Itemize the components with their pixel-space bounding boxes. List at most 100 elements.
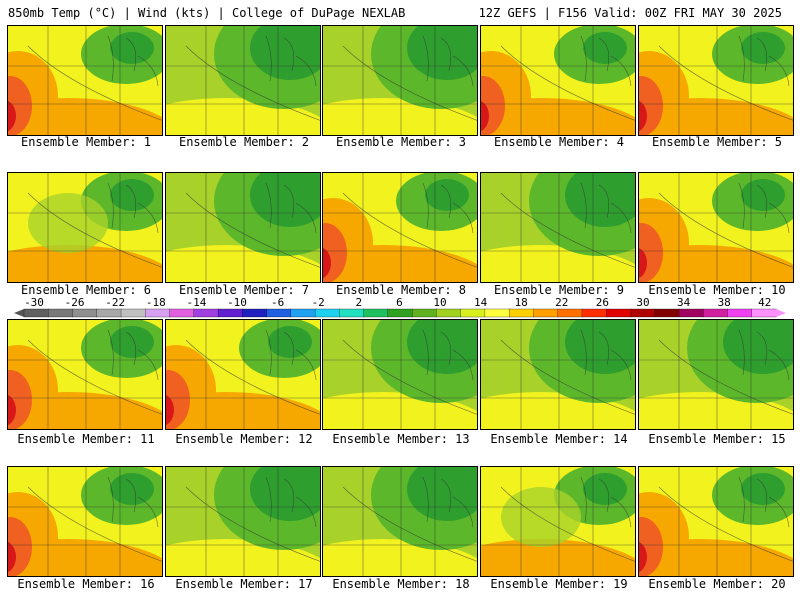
colorbar-swatch: [72, 308, 98, 318]
ensemble-member-label: Ensemble Member: 15: [648, 432, 786, 446]
ensemble-map-panel: [638, 172, 794, 283]
colorbar-tick-label: 34: [676, 296, 691, 309]
colorbar-swatch: [678, 308, 704, 318]
colorbar-swatch: [48, 308, 74, 318]
ensemble-map-panel: [322, 466, 478, 577]
colorbar-tick-label: 10: [433, 296, 447, 309]
ensemble-map-panel: [480, 319, 636, 430]
ensemble-member-label: Ensemble Member: 6: [20, 283, 152, 297]
ensemble-map-panel: [480, 172, 636, 283]
ensemble-map-panel: [7, 319, 163, 430]
colorbar-tick-label: -26: [64, 296, 85, 309]
ensemble-member-label: Ensemble Member: 13: [332, 432, 470, 446]
temperature-map: [8, 320, 162, 429]
colorbar-swatch: [290, 308, 316, 318]
ensemble-map-panel: [165, 172, 321, 283]
ensemble-map-panel: [322, 319, 478, 430]
colorbar-swatch: [654, 308, 680, 318]
temperature-map: [166, 467, 320, 576]
colorbar-swatch: [557, 308, 583, 318]
ensemble-member-label: Ensemble Member: 16: [17, 577, 155, 591]
colorbar-swatch: [266, 308, 292, 318]
temperature-map: [639, 26, 793, 135]
ensemble-member-label: Ensemble Member: 3: [335, 135, 467, 149]
colorbar-tick-label: -30: [24, 296, 44, 309]
colorbar-tick-label: 38: [717, 296, 731, 309]
colorbar-tick-label: -22: [105, 296, 126, 309]
colorbar-swatch: [484, 308, 510, 318]
temperature-map: [323, 26, 477, 135]
colorbar-tick-label: 22: [555, 296, 569, 309]
ensemble-member-label: Ensemble Member: 17: [175, 577, 313, 591]
colorbar-swatch: [751, 308, 777, 318]
colorbar-tick-label: -18: [145, 296, 166, 309]
ensemble-member-label: Ensemble Member: 12: [175, 432, 313, 446]
colorbar-swatch: [169, 308, 195, 318]
colorbar-min-arrow: [14, 309, 24, 317]
colorbar-swatch: [436, 308, 462, 318]
ensemble-map-panel: [7, 25, 163, 136]
temperature-map: [481, 26, 635, 135]
temperature-map: [323, 320, 477, 429]
ensemble-map-panel: [638, 319, 794, 430]
ensemble-member-label: Ensemble Member: 7: [178, 283, 310, 297]
ensemble-member-label: Ensemble Member: 5: [651, 135, 783, 149]
ensemble-map-panel: [638, 25, 794, 136]
ensemble-map-panel: [7, 466, 163, 577]
colorbar-swatch: [703, 308, 729, 318]
temperature-map: [8, 173, 162, 282]
colorbar-tick-label: 2: [355, 296, 363, 309]
ensemble-member-label: Ensemble Member: 4: [493, 135, 625, 149]
colorbar-tick-label: 26: [595, 296, 610, 309]
temperature-map: [8, 467, 162, 576]
temperature-map: [639, 467, 793, 576]
temperature-map: [166, 26, 320, 135]
colorbar-swatch: [217, 308, 243, 318]
colorbar-swatch: [242, 308, 268, 318]
colorbar-tick-label: -10: [227, 296, 247, 309]
temperature-map: [481, 467, 635, 576]
colorbar-swatch: [606, 308, 632, 318]
colorbar-swatch: [339, 308, 365, 318]
temperature-map: [166, 173, 320, 282]
colorbar-swatch: [23, 308, 49, 318]
ensemble-map-panel: [480, 466, 636, 577]
ensemble-map-panel: [165, 466, 321, 577]
ensemble-member-label: Ensemble Member: 2: [178, 135, 310, 149]
temperature-map: [323, 467, 477, 576]
colorbar-swatch: [509, 308, 535, 318]
colorbar-swatch: [581, 308, 607, 318]
ensemble-map-panel: [165, 319, 321, 430]
colorbar-swatch: [314, 308, 341, 318]
colorbar-swatch: [387, 308, 413, 318]
ensemble-map-panel: [322, 172, 478, 283]
colorbar-tick-label: -6: [270, 296, 285, 309]
colorbar-swatch: [727, 308, 753, 318]
temperature-map: [8, 26, 162, 135]
colorbar-swatch: [120, 308, 146, 318]
colorbar-swatch: [533, 308, 559, 318]
colorbar-tick-label: 30: [636, 296, 650, 309]
colorbar-tick-label: 6: [396, 296, 403, 309]
map-title: 850mb Temp (°C) | Wind (kts) | College o…: [8, 6, 406, 20]
ensemble-map-panel: [7, 172, 163, 283]
ensemble-member-label: Ensemble Member: 20: [648, 577, 786, 591]
temperature-map: [323, 173, 477, 282]
temperature-colorbar: [14, 308, 786, 318]
colorbar-swatch: [363, 308, 389, 318]
ensemble-map-panel: [165, 25, 321, 136]
colorbar-swatch: [96, 308, 122, 318]
temperature-map: [481, 173, 635, 282]
colorbar-tick-label: -14: [186, 296, 207, 309]
colorbar-max-arrow: [776, 309, 786, 317]
colorbar-tick-label: 14: [473, 296, 488, 309]
temperature-map: [481, 320, 635, 429]
ensemble-map-panel: [322, 25, 478, 136]
temperature-map: [639, 173, 793, 282]
run-valid-time: 12Z GEFS | F156 Valid: 00Z FRI MAY 30 20…: [478, 6, 782, 20]
ensemble-member-label: Ensemble Member: 1: [20, 135, 152, 149]
ensemble-member-label: Ensemble Member: 19: [490, 577, 628, 591]
ensemble-member-label: Ensemble Member: 8: [335, 283, 467, 297]
colorbar-tick-label: 42: [758, 296, 772, 309]
colorbar-swatch: [411, 308, 438, 318]
